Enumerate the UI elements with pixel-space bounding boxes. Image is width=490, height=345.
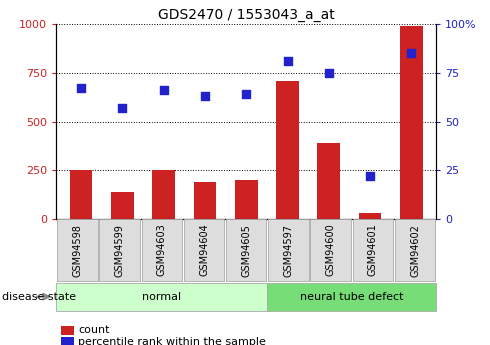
- Bar: [276, 81, 299, 219]
- Text: disease state: disease state: [2, 292, 76, 302]
- Point: [77, 86, 85, 91]
- Text: count: count: [78, 325, 110, 335]
- Text: GSM94599: GSM94599: [115, 224, 124, 277]
- Bar: [111, 192, 134, 219]
- Point: [325, 70, 333, 76]
- Text: neural tube defect: neural tube defect: [300, 292, 403, 302]
- Point: [201, 93, 209, 99]
- Text: GSM94604: GSM94604: [199, 224, 209, 276]
- Point: [119, 105, 126, 111]
- Text: GSM94597: GSM94597: [283, 224, 294, 277]
- Text: normal: normal: [142, 292, 181, 302]
- Text: GSM94600: GSM94600: [326, 224, 336, 276]
- Bar: [194, 182, 216, 219]
- Text: GSM94605: GSM94605: [241, 224, 251, 277]
- Bar: [359, 213, 381, 219]
- Point: [243, 91, 250, 97]
- Point: [366, 174, 374, 179]
- Text: GSM94598: GSM94598: [73, 224, 82, 277]
- Bar: [235, 180, 258, 219]
- Point: [407, 51, 415, 56]
- Bar: [70, 170, 93, 219]
- Point: [284, 58, 292, 64]
- Text: GSM94602: GSM94602: [410, 224, 420, 277]
- Bar: [400, 26, 423, 219]
- Bar: [152, 170, 175, 219]
- Title: GDS2470 / 1553043_a_at: GDS2470 / 1553043_a_at: [158, 8, 335, 22]
- Point: [160, 88, 168, 93]
- Text: GSM94601: GSM94601: [368, 224, 378, 276]
- Text: GSM94603: GSM94603: [157, 224, 167, 276]
- Bar: [318, 143, 340, 219]
- Text: percentile rank within the sample: percentile rank within the sample: [78, 337, 266, 345]
